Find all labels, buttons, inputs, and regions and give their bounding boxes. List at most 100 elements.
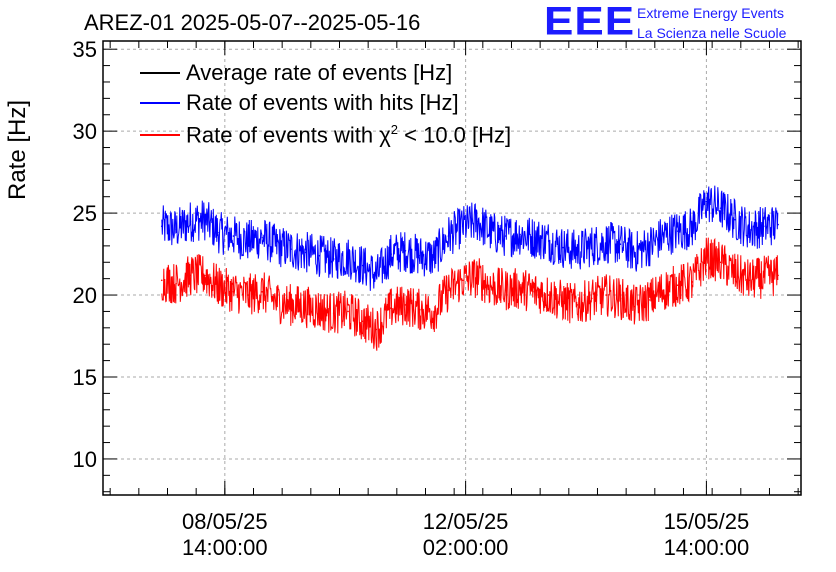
data-point: [246, 294, 249, 296]
y-axis-label: Rate [Hz]: [4, 99, 31, 200]
data-point: [490, 231, 493, 234]
data-point: [777, 223, 779, 226]
data-point: [519, 233, 521, 236]
data-point: [461, 279, 464, 282]
data-point: [332, 312, 335, 314]
legend-entry-average: Average rate of events [Hz]: [140, 60, 452, 86]
data-point: [533, 290, 536, 293]
y-tick-label: 35: [73, 37, 97, 62]
series-chi2: [160, 237, 779, 351]
legend-label-hits: Rate of events with hits [Hz]: [186, 90, 459, 115]
eee-logo: EEE: [544, 0, 636, 44]
data-point: [218, 231, 220, 234]
data-point: [648, 299, 650, 301]
data-point: [332, 258, 335, 260]
data-point: [304, 251, 306, 254]
data-point: [504, 235, 507, 237]
data-point: [261, 236, 263, 239]
data-point: [189, 220, 192, 223]
data-point: [175, 228, 177, 231]
data-point: [476, 220, 478, 223]
data-point: [705, 200, 708, 203]
data-point: [275, 300, 278, 303]
data-point: [203, 218, 206, 221]
data-point: [762, 276, 765, 278]
data-point: [218, 286, 220, 288]
data-point: [246, 240, 249, 242]
data-point: [418, 254, 421, 257]
data-point: [719, 207, 722, 209]
data-point: [562, 246, 564, 249]
data-point: [648, 245, 650, 247]
data-point: [461, 225, 464, 228]
data-point: [590, 245, 593, 247]
data-point: [175, 282, 177, 285]
data-point: [662, 289, 665, 291]
data-point: [160, 225, 163, 228]
data-point: [533, 236, 536, 239]
data-point: [433, 256, 435, 259]
data-point: [490, 286, 493, 288]
data-point: [734, 218, 736, 221]
data-point: [605, 294, 607, 296]
data-point: [375, 328, 378, 331]
data-point: [590, 297, 593, 300]
data-point: [734, 272, 736, 275]
series-hits: [160, 185, 779, 291]
data-point: [261, 290, 263, 293]
data-point: [232, 290, 235, 293]
data-point: [275, 245, 278, 247]
data-point: [390, 307, 392, 309]
legend-swatch-chi2: [140, 134, 180, 136]
data-point: [547, 294, 550, 296]
data-point: [289, 304, 292, 306]
data-point: [232, 235, 235, 237]
data-point: [318, 308, 321, 311]
data-point: [476, 276, 478, 278]
legend-entry-chi2: Rate of events with χ2 < 10.0 [Hz]: [140, 122, 511, 148]
data-point: [619, 243, 622, 246]
data-point: [633, 305, 636, 308]
data-point: [318, 254, 321, 257]
data-point: [633, 251, 636, 254]
data-point: [404, 304, 407, 306]
legend-swatch-hits: [140, 102, 180, 104]
data-point: [289, 248, 292, 250]
axis-ticks: 10 15 20 25 30 35: [73, 37, 801, 495]
data-point: [304, 305, 306, 308]
legend-label-average: Average rate of events [Hz]: [186, 60, 453, 85]
data-point: [347, 310, 349, 313]
x-tick-label: 08/05/25 14:00:00: [181, 509, 268, 560]
data-point: [691, 227, 693, 229]
series-trace: [161, 237, 779, 351]
y-tick-label: 30: [73, 119, 97, 144]
data-point: [347, 256, 349, 259]
data-point: [418, 308, 421, 311]
data-point: [361, 264, 364, 267]
x-tick-label: 15/05/25 14:00:00: [663, 509, 750, 560]
data-point: [777, 274, 779, 277]
data-point: [390, 253, 392, 255]
data-point: [705, 256, 708, 259]
data-point: [547, 240, 550, 242]
data-point: [605, 241, 607, 244]
chart-title: AREZ-01 2025-05-07--2025-05-16: [84, 10, 421, 35]
plot-frame: [102, 40, 802, 496]
data-point: [691, 281, 693, 283]
data-point: [762, 225, 765, 228]
y-tick-label: 20: [73, 283, 97, 308]
data-point: [748, 279, 751, 282]
data-point: [361, 320, 364, 323]
data-point: [619, 297, 622, 300]
brand-line-2: La Scienza nelle Scuole: [637, 25, 787, 41]
data-point: [519, 287, 521, 290]
y-tick-label: 25: [73, 201, 97, 226]
data-point: [160, 279, 163, 282]
x-tick-label: 12/05/25 02:00:00: [422, 509, 509, 560]
brand-line-1: Extreme Energy Events: [637, 5, 785, 21]
data-point: [676, 230, 679, 232]
legend-entry-hits: Rate of events with hits [Hz]: [140, 90, 459, 116]
data-point: [676, 284, 679, 287]
data-point: [504, 289, 507, 291]
